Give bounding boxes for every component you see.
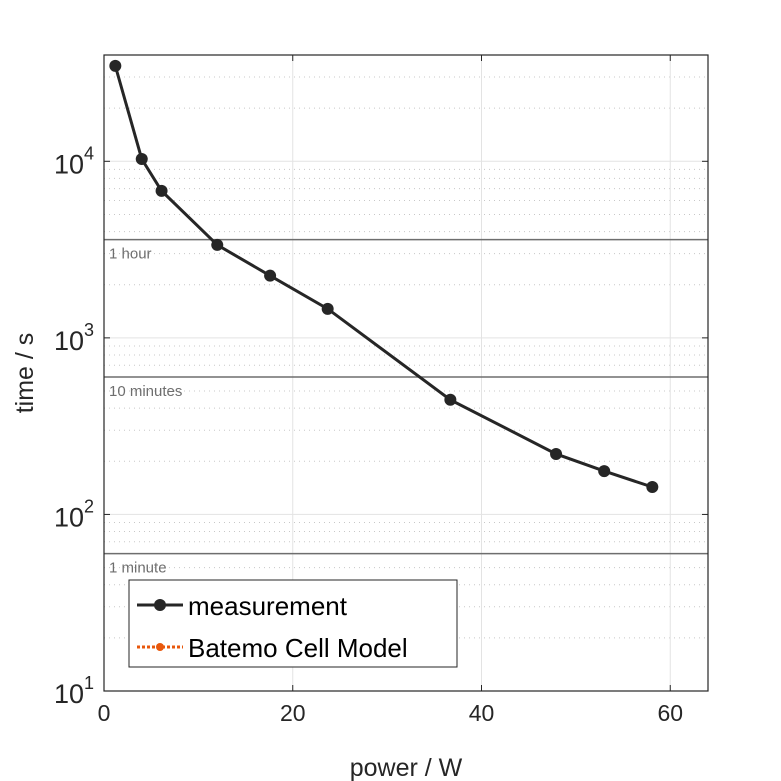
data-point	[109, 59, 122, 72]
data-point	[321, 302, 334, 315]
axes-box	[103, 54, 709, 692]
series-line-measurement	[113, 65, 653, 489]
legend-marker	[154, 599, 166, 611]
reference-line-label: 1 hour	[109, 246, 152, 263]
y-tick-label: 104	[54, 143, 94, 179]
legend-label: measurement	[188, 591, 348, 621]
data-point	[155, 184, 168, 197]
legend: measurement Batemo Cell Model	[128, 579, 458, 668]
x-tick-label: 40	[469, 700, 495, 726]
data-point	[135, 153, 148, 166]
y-tick-label: 103	[54, 320, 94, 356]
x-axis-label: power / W	[350, 754, 463, 781]
legend-label: Batemo Cell Model	[188, 633, 408, 663]
data-point	[444, 393, 457, 406]
legend-box	[128, 579, 458, 668]
x-tick-label: 20	[280, 700, 306, 726]
data-point	[211, 238, 224, 251]
reference-line-label: 1 minute	[109, 560, 167, 577]
data-point	[598, 465, 611, 478]
data-point	[264, 269, 277, 282]
legend-marker	[156, 643, 164, 651]
x-tick-label: 0	[98, 700, 111, 726]
data-point	[646, 481, 659, 494]
data-point	[550, 447, 563, 460]
reference-line-label: 10 minutes	[109, 383, 182, 400]
y-tick-label: 101	[54, 673, 94, 709]
x-tick-label: 60	[657, 700, 683, 726]
y-axis-label: time / s	[11, 333, 39, 414]
y-tick-label: 102	[54, 496, 94, 532]
